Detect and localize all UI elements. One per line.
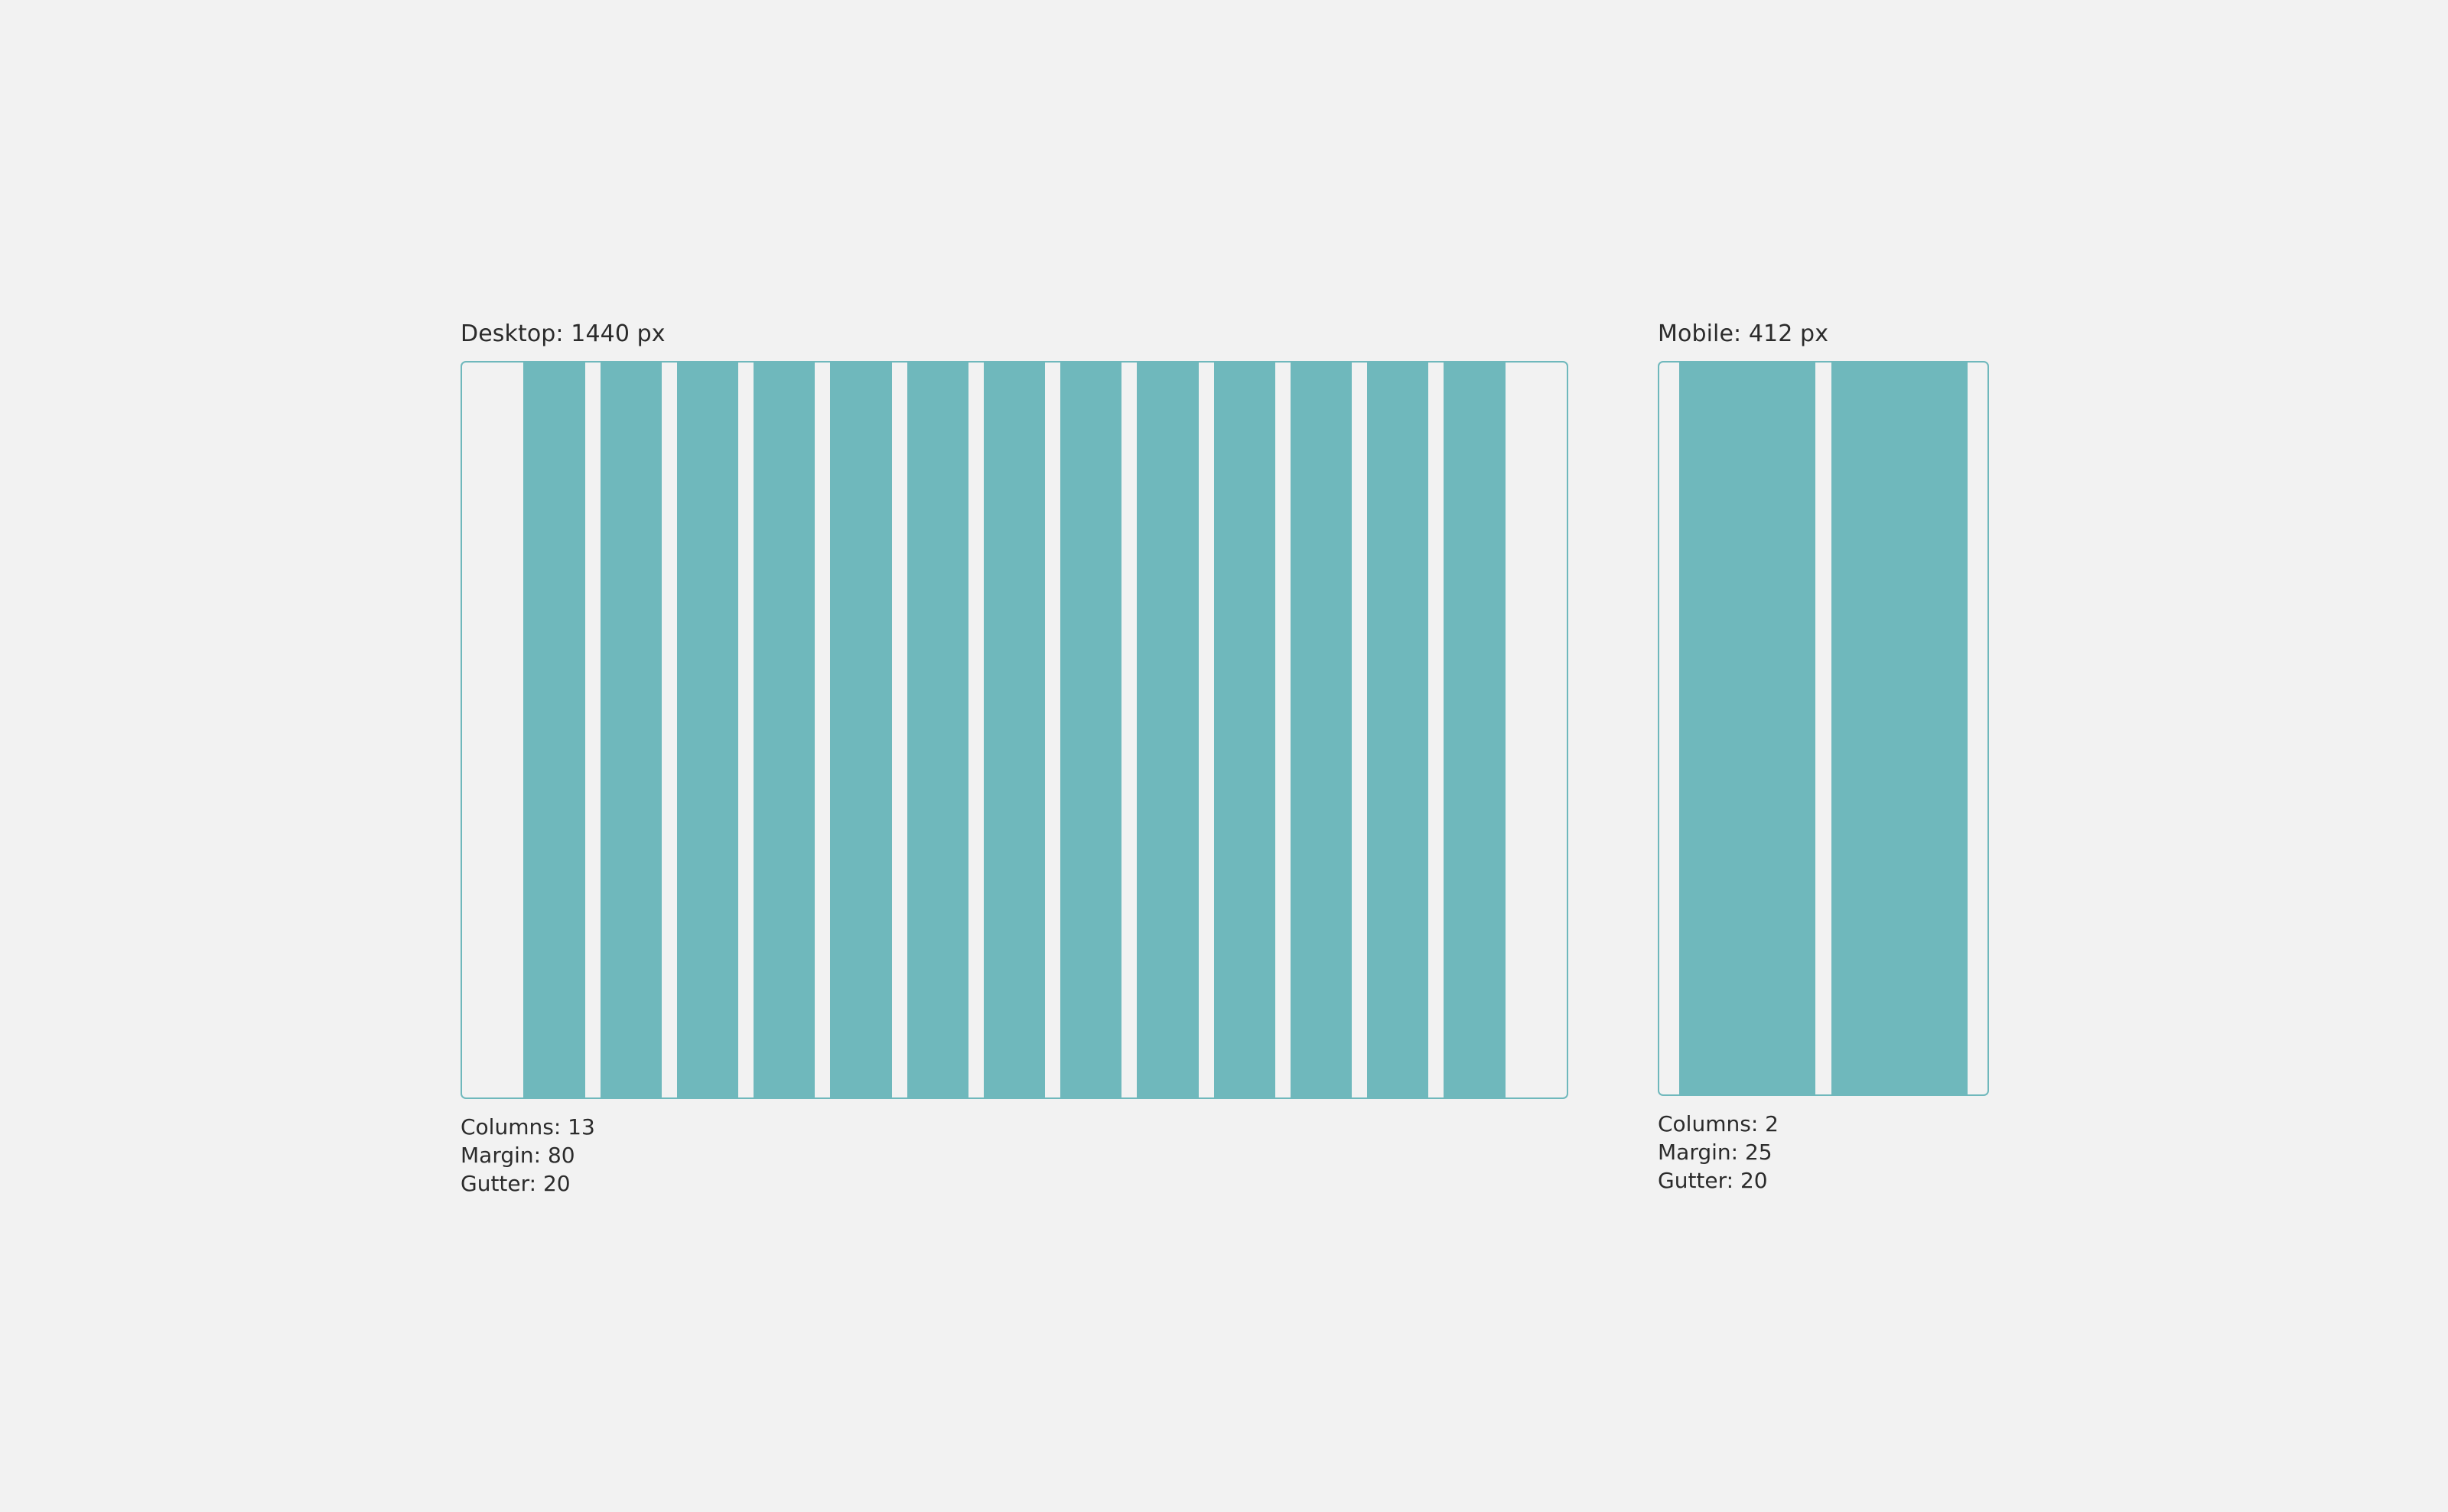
grid-column	[1367, 363, 1429, 1097]
grid-gutter	[1275, 363, 1291, 1097]
mobile-gutter-label: Gutter: 20	[1658, 1168, 1768, 1193]
grid-column	[983, 363, 1046, 1097]
desktop-column-track	[523, 363, 1506, 1097]
mobile-specimen-title: Mobile: 412 px	[1658, 320, 1829, 347]
desktop-specimen-meta: Columns: 13 Margin: 80 Gutter: 20	[461, 1113, 1568, 1198]
grid-column	[1290, 363, 1353, 1097]
grid-column	[907, 363, 968, 1097]
grid-specimen-mobile: Mobile: 412 px Columns: 2 Margin: 25 Gut…	[1658, 321, 1989, 1195]
desktop-gutter-label: Gutter: 20	[461, 1171, 571, 1196]
grid-gutter	[1815, 363, 1831, 1094]
grid-column	[830, 363, 892, 1097]
grid-column	[1444, 363, 1506, 1097]
grid-gutter	[892, 363, 907, 1097]
grid-gutter	[1352, 363, 1367, 1097]
grid-column	[676, 363, 739, 1097]
grid-column	[754, 363, 815, 1097]
mobile-viewport-frame	[1658, 361, 1989, 1096]
desktop-columns-label: Columns: 13	[461, 1114, 595, 1140]
grid-column	[600, 363, 662, 1097]
desktop-viewport-frame	[461, 361, 1568, 1099]
grid-column	[523, 363, 585, 1097]
grid-gutter	[1199, 363, 1214, 1097]
grid-column	[1060, 363, 1122, 1097]
grid-column	[1679, 363, 1815, 1094]
desktop-margin-label: Margin: 80	[461, 1143, 575, 1168]
grid-gutter	[662, 363, 677, 1097]
mobile-column-track	[1679, 363, 1968, 1094]
grid-gutter	[1428, 363, 1444, 1097]
grid-column	[1137, 363, 1199, 1097]
grid-gutter	[815, 363, 830, 1097]
grid-gutter	[968, 363, 984, 1097]
grid-column	[1213, 363, 1275, 1097]
grid-gutter	[585, 363, 601, 1097]
grid-gutter	[1045, 363, 1060, 1097]
grid-column	[1831, 363, 1968, 1094]
mobile-specimen-meta: Columns: 2 Margin: 25 Gutter: 20	[1658, 1110, 1989, 1195]
desktop-specimen-title: Desktop: 1440 px	[461, 320, 666, 347]
grid-gutter	[738, 363, 754, 1097]
mobile-columns-label: Columns: 2	[1658, 1111, 1779, 1136]
grid-gutter	[1121, 363, 1137, 1097]
mobile-margin-label: Margin: 25	[1658, 1140, 1773, 1165]
grid-specimen-desktop: Desktop: 1440 px Columns: 13 Margin: 80 …	[461, 321, 1568, 1198]
